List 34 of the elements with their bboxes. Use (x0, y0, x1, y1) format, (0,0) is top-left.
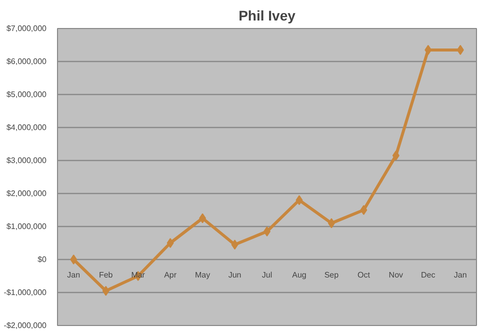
point (166, 238, 174, 248)
y-tick-label: $5,000,000 (6, 90, 48, 99)
x-tick-label: Jun (228, 270, 242, 280)
x-tick-label: Nov (388, 270, 404, 280)
y-tick-label: $3,000,000 (6, 156, 48, 165)
point (231, 240, 238, 250)
y-tick-label: $4,000,000 (6, 123, 48, 132)
point (392, 150, 400, 161)
point (102, 286, 110, 296)
point (424, 44, 432, 55)
y-tick-label: $0 (38, 255, 48, 264)
chart-title: Phil Ivey (238, 8, 296, 24)
x-tick-label: Feb (98, 270, 114, 280)
point (199, 213, 206, 224)
x-tick-label: Oct (357, 270, 371, 280)
point (70, 254, 78, 264)
y-tick-label: $1,000,000 (6, 222, 48, 231)
x-tick-label: Sep (324, 270, 340, 280)
y-tick-label: -$2,000,000 (4, 321, 48, 330)
y-tick-label: $2,000,000 (6, 189, 48, 198)
x-tick-label: May (194, 270, 210, 280)
x-tick-label: Apr (164, 270, 177, 280)
point (360, 205, 368, 215)
y-tick-label: $7,000,000 (6, 24, 48, 33)
x-tick-label: Jul (262, 270, 272, 280)
y-tick-label: $6,000,000 (6, 57, 48, 66)
x-tick-label: Jan (67, 270, 80, 280)
point (456, 44, 464, 55)
y-tick-label: -$1,000,000 (4, 288, 48, 297)
point (328, 218, 335, 228)
point (296, 195, 303, 206)
x-tick-label: Dec (421, 270, 436, 280)
x-tick-label: Jan (454, 270, 467, 280)
x-tick-label: Aug (292, 270, 306, 280)
